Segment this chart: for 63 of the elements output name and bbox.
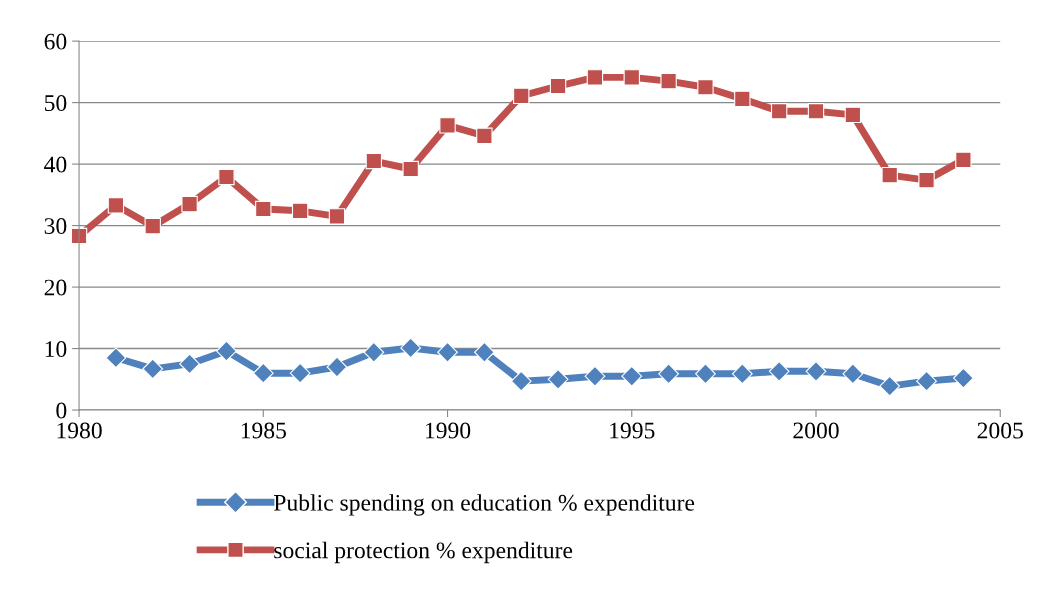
point <box>918 171 935 189</box>
point <box>476 127 493 145</box>
point <box>365 152 383 170</box>
point <box>105 347 127 369</box>
point <box>400 337 422 359</box>
point <box>807 103 825 120</box>
point <box>623 69 640 86</box>
point <box>402 160 419 178</box>
point <box>255 200 272 218</box>
point <box>513 87 530 105</box>
point <box>547 368 569 390</box>
y-tick-label: 50 <box>45 95 67 112</box>
legend-label: social protection % expenditure <box>274 541 573 564</box>
point <box>881 166 898 184</box>
y-tick-label: 0 <box>56 402 67 419</box>
x-tick-label: 1980 <box>57 422 102 439</box>
point <box>326 356 348 378</box>
point <box>439 117 456 134</box>
point <box>291 202 309 220</box>
y-tick-label: 60 <box>44 33 67 50</box>
point <box>510 370 532 392</box>
x-tick-label: 1990 <box>425 422 471 439</box>
x-tick-label: 1995 <box>610 422 655 439</box>
point <box>953 367 974 389</box>
point <box>734 90 751 108</box>
point <box>363 341 385 363</box>
x-tick-label: 2005 <box>977 422 1023 439</box>
point <box>218 168 235 186</box>
point <box>731 363 753 385</box>
point <box>144 218 161 235</box>
point <box>474 341 495 363</box>
point <box>770 103 788 120</box>
point <box>252 362 274 384</box>
point <box>695 363 716 385</box>
y-tick-label: 30 <box>44 218 67 235</box>
point <box>768 360 790 382</box>
point <box>142 358 164 380</box>
point <box>844 106 862 124</box>
point <box>584 365 606 387</box>
point <box>658 363 679 385</box>
x-tick-label: 1985 <box>241 422 286 439</box>
legend-label: Public spending on education % expenditure <box>273 494 695 516</box>
y-tick-label: 40 <box>44 156 67 173</box>
point <box>179 353 200 375</box>
point <box>181 195 198 213</box>
point <box>805 360 827 382</box>
point <box>437 341 458 363</box>
point <box>621 365 643 387</box>
point <box>955 151 972 168</box>
y-tick-label: 20 <box>44 279 67 296</box>
point <box>328 208 346 225</box>
point <box>697 79 714 96</box>
point <box>660 72 677 90</box>
point <box>549 77 567 95</box>
point <box>216 340 237 362</box>
point <box>107 197 125 214</box>
point <box>586 69 604 86</box>
point <box>842 363 864 385</box>
x-tick-label: 2000 <box>793 422 839 439</box>
y-tick-label: 10 <box>45 341 67 357</box>
point <box>879 375 901 397</box>
point <box>916 370 937 392</box>
point <box>289 362 311 384</box>
